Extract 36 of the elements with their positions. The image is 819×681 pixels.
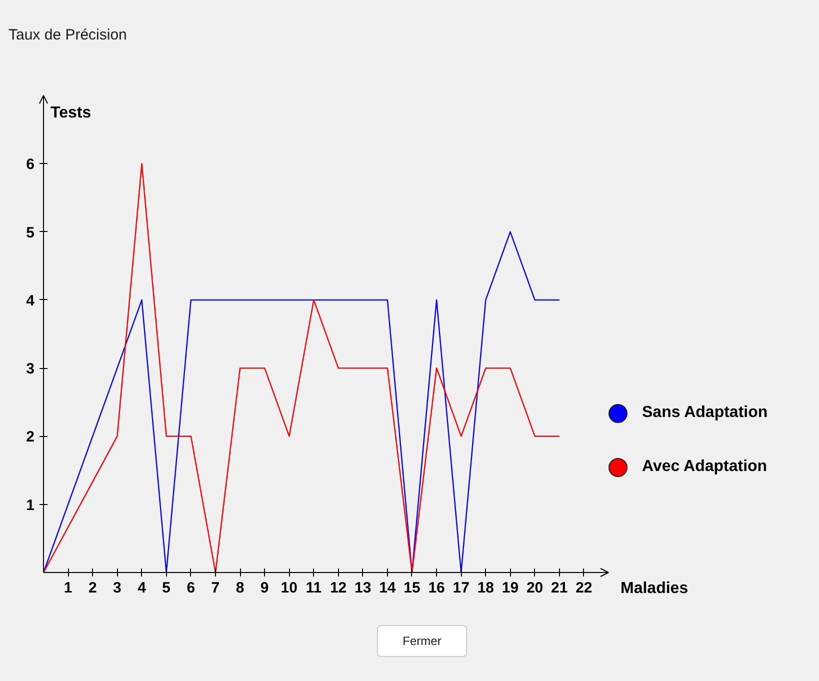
legend-label: Sans Adaptation <box>642 404 768 422</box>
y-tick-label: 4 <box>26 292 36 310</box>
x-tick-label: 6 <box>186 580 196 596</box>
x-tick-label: 5 <box>162 580 170 596</box>
y-tick-label: 2 <box>26 428 34 446</box>
y-tick-label: 6 <box>26 156 34 174</box>
x-tick-label: 17 <box>452 580 470 596</box>
x-tick-label: 12 <box>330 580 347 596</box>
chart-title: Taux de Précision <box>8 26 127 44</box>
x-tick-label: 20 <box>526 580 544 596</box>
y-axis-title: Tests <box>50 104 92 122</box>
line-series <box>42 163 560 574</box>
x-tick-label: 19 <box>502 580 519 596</box>
y-tick-label: 1 <box>26 496 34 514</box>
x-tick-label: 2 <box>88 580 97 596</box>
x-tick-label: 21 <box>551 580 568 596</box>
x-tick-label: 22 <box>576 580 592 596</box>
x-tick-label: 18 <box>477 580 494 596</box>
x-tick-label: 3 <box>113 580 122 596</box>
x-tick-label: 4 <box>138 580 147 596</box>
line-series <box>42 231 560 574</box>
x-axis-title: Maladies <box>620 580 688 597</box>
x-tick-label: 14 <box>379 580 396 596</box>
x-tick-label: 15 <box>404 580 420 596</box>
y-tick-label: 5 <box>26 224 34 242</box>
x-tick-label: 11 <box>306 580 322 596</box>
x-tick-label: 9 <box>260 580 269 596</box>
x-tick-label: 16 <box>428 580 445 596</box>
y-tick-label: 3 <box>26 360 34 378</box>
x-tick-label: 7 <box>211 580 220 596</box>
x-tick-label: 8 <box>236 580 244 596</box>
text: Fermer <box>377 625 467 657</box>
x-tick-label: 13 <box>354 580 372 596</box>
x-tick-label: 1 <box>64 580 72 596</box>
legend-label: Avec Adaptation <box>642 458 768 476</box>
x-tick-label: 10 <box>280 580 298 596</box>
